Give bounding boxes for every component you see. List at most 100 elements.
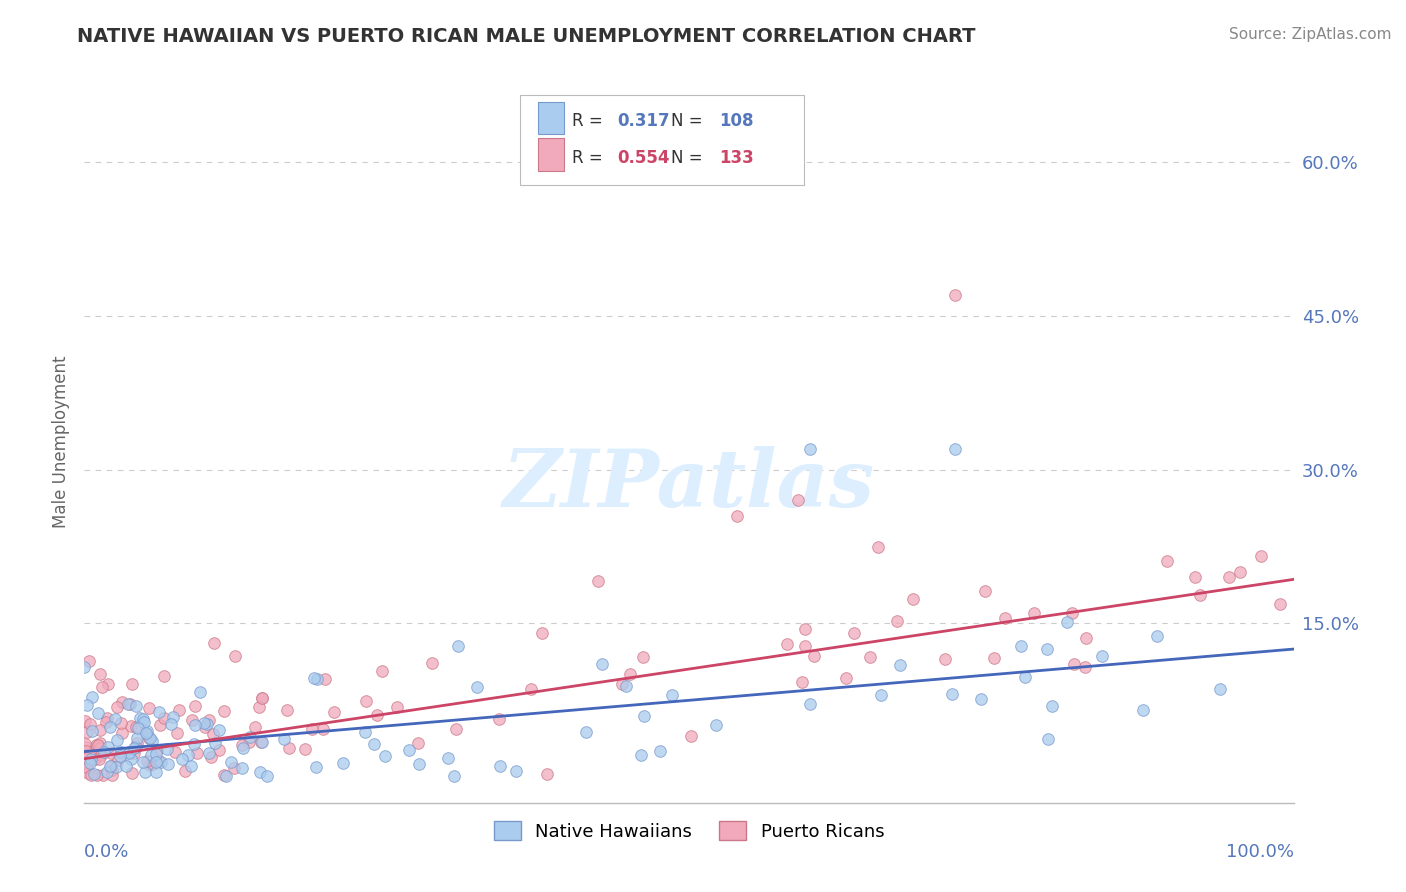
Point [125,739,148,754]
Point [1063,657,1085,672]
Point [121,765,143,780]
Point [79,768,101,782]
Point [1229,565,1251,579]
Point [77,654,100,668]
Text: N =: N = [671,112,707,130]
Point [75,744,97,758]
Point [725,508,748,523]
Point [73,739,96,754]
Point [408,736,430,750]
Point [86,739,108,753]
Point [111,726,134,740]
Point [200,749,222,764]
Point [207,723,229,737]
Point [575,725,598,739]
Point [886,614,908,628]
Point [505,764,527,778]
Text: 108: 108 [720,112,754,130]
Point [314,673,336,687]
Point [193,715,215,730]
Point [1040,698,1063,713]
Point [122,740,145,755]
Point [1036,732,1059,747]
Point [138,701,160,715]
Point [305,672,328,686]
Point [141,734,163,748]
Point [86,768,108,782]
Point [443,768,465,782]
Point [619,666,641,681]
Point [96,711,118,725]
Point [184,699,207,714]
Point [120,718,142,732]
Point [160,717,183,731]
Point [301,723,323,737]
Point [155,742,177,756]
Point [312,722,335,736]
Text: R =: R = [572,149,607,167]
Point [110,716,132,731]
Legend: Native Hawaiians, Puerto Ricans: Native Hawaiians, Puerto Ricans [486,814,891,848]
Point [148,705,170,719]
Point [1062,606,1084,620]
Point [250,691,273,706]
Point [212,768,235,782]
Point [136,723,159,738]
Point [536,767,558,781]
Point [661,689,683,703]
Point [76,759,98,773]
Point [105,700,128,714]
Point [420,656,443,670]
Point [83,767,105,781]
Point [799,697,821,711]
Point [127,721,149,735]
FancyBboxPatch shape [538,102,564,135]
Point [101,763,124,777]
Point [970,692,993,706]
Point [188,685,211,699]
Point [104,712,127,726]
Point [252,735,274,749]
Point [84,739,107,754]
Point [96,765,118,780]
Point [93,745,115,759]
Point [89,741,111,756]
Point [408,757,430,772]
Point [153,711,176,725]
Point [799,442,821,457]
Point [132,714,155,729]
Point [98,759,121,773]
Point [648,744,671,758]
FancyBboxPatch shape [538,138,564,170]
Point [141,747,163,762]
Point [488,758,510,772]
Point [157,756,180,771]
Point [98,721,121,735]
Point [121,677,143,691]
Point [79,756,101,770]
Point [204,735,226,749]
Point [167,703,190,717]
Point [91,768,114,782]
Point [273,732,295,747]
Point [149,718,172,732]
Point [305,759,328,773]
Point [249,735,271,749]
Point [215,769,238,783]
Point [247,699,270,714]
Point [120,752,142,766]
Point [87,738,110,752]
Point [249,764,271,779]
Point [630,748,652,763]
Text: Source: ZipAtlas.com: Source: ZipAtlas.com [1229,27,1392,42]
Point [94,714,117,729]
Point [89,752,111,766]
Point [366,707,388,722]
Point [1188,588,1211,602]
Point [212,705,235,719]
Point [868,540,890,554]
Point [277,741,299,756]
Point [1010,640,1032,654]
Point [194,720,217,734]
Point [90,747,112,762]
